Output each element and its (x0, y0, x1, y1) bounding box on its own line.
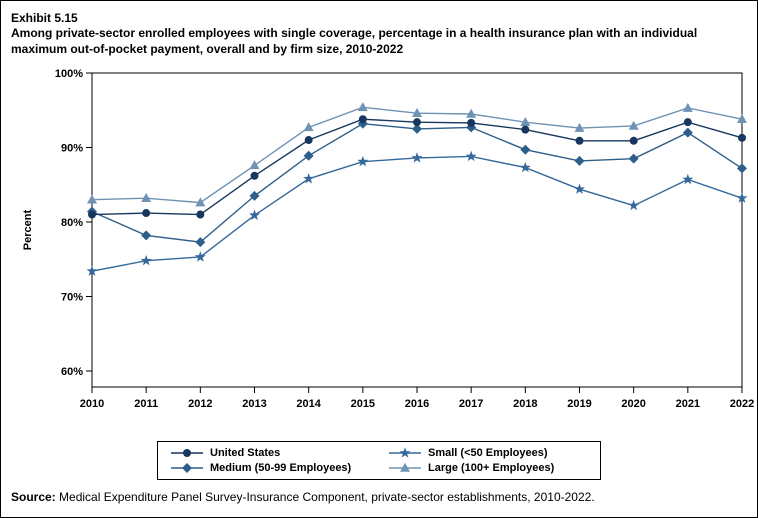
svg-text:100%: 100% (55, 68, 83, 80)
svg-text:2010: 2010 (80, 398, 104, 409)
svg-text:2017: 2017 (459, 398, 483, 409)
legend-label-medium: Medium (50-99 Employees) (210, 462, 352, 474)
circle-marker-icon (171, 449, 203, 457)
triangle-marker-icon (389, 462, 421, 472)
legend-item-small: Small (<50 Employees) (388, 446, 588, 460)
svg-text:2021: 2021 (676, 398, 700, 409)
svg-text:2014: 2014 (296, 398, 321, 409)
svg-text:2015: 2015 (351, 398, 375, 409)
legend-label-large: Large (100+ Employees) (428, 462, 555, 474)
svg-text:2019: 2019 (567, 398, 591, 409)
legend-label-united-states: United States (210, 447, 281, 459)
legend-item-large: Large (100+ Employees) (388, 461, 588, 475)
diamond-marker-icon (171, 463, 203, 473)
legend-label-small: Small (<50 Employees) (428, 447, 548, 459)
chart-header: Exhibit 5.15 Among private-sector enroll… (11, 11, 725, 57)
svg-text:70%: 70% (61, 292, 83, 304)
svg-text:2011: 2011 (134, 398, 158, 409)
legend-item-united-states: United States (170, 446, 370, 460)
line-chart: 60% 70% 80% 90% 100% 2010 2011 2012 2013 2014 2015… (22, 68, 754, 409)
svg-text:Percent: Percent (22, 209, 34, 250)
svg-text:90%: 90% (61, 143, 83, 155)
exhibit-title: Among private-sector enrolled employees … (11, 26, 698, 56)
star-marker-icon (389, 447, 421, 458)
svg-text:80%: 80% (61, 217, 83, 229)
svg-text:2018: 2018 (513, 398, 537, 409)
source-note: Source: Medical Expenditure Panel Survey… (11, 490, 595, 504)
svg-text:2012: 2012 (188, 398, 212, 409)
svg-text:2016: 2016 (405, 398, 429, 409)
svg-text:2022: 2022 (730, 398, 754, 409)
legend-item-medium: Medium (50-99 Employees) (170, 461, 370, 475)
source-text: Medical Expenditure Panel Survey-Insuran… (55, 490, 595, 504)
chart-legend: United States Small (<50 Employees) Medi… (157, 441, 601, 480)
source-label: Source: (11, 490, 56, 504)
svg-text:2020: 2020 (621, 398, 645, 409)
exhibit-number: Exhibit 5.15 (11, 11, 78, 25)
svg-text:2013: 2013 (242, 398, 266, 409)
svg-text:60%: 60% (61, 366, 83, 378)
